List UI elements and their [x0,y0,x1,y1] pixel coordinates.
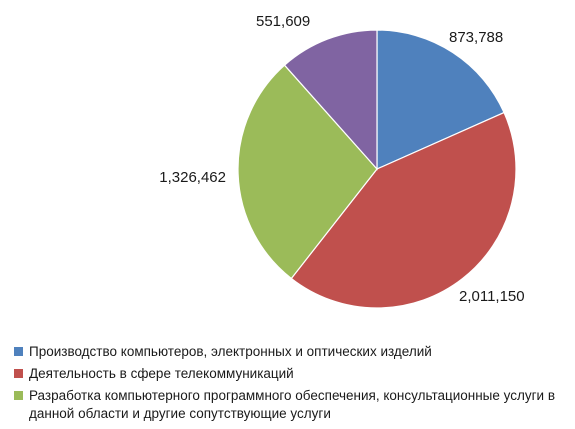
legend-swatch [14,369,23,378]
slice-value-label: 1,326,462 [159,169,226,186]
legend-swatch [14,391,23,400]
pie-slice [283,29,378,171]
legend-label: Деятельность в сфере телекоммуникаций [29,366,294,381]
pie-slice [376,29,505,170]
legend-item: Разработка компьютерного программного об… [14,387,564,423]
slice-value-label: 873,788 [449,29,503,46]
legend: Производство компьютеров, электронных и … [14,343,564,427]
legend-item: Деятельность в сфере телекоммуникаций [14,365,564,383]
pie-chart: 873,788 2,011,150 1,326,462 551,609 [159,13,525,309]
legend-item: Производство компьютеров, электронных и … [14,343,564,361]
legend-label: Производство компьютеров, электронных и … [29,344,432,359]
slice-value-label: 2,011,150 [459,288,525,305]
pie-slice [237,64,378,280]
legend-swatch [14,347,23,356]
legend-label: Разработка компьютерного программного об… [29,388,556,421]
pie-slice [290,111,517,309]
slice-value-label: 551,609 [256,13,310,30]
